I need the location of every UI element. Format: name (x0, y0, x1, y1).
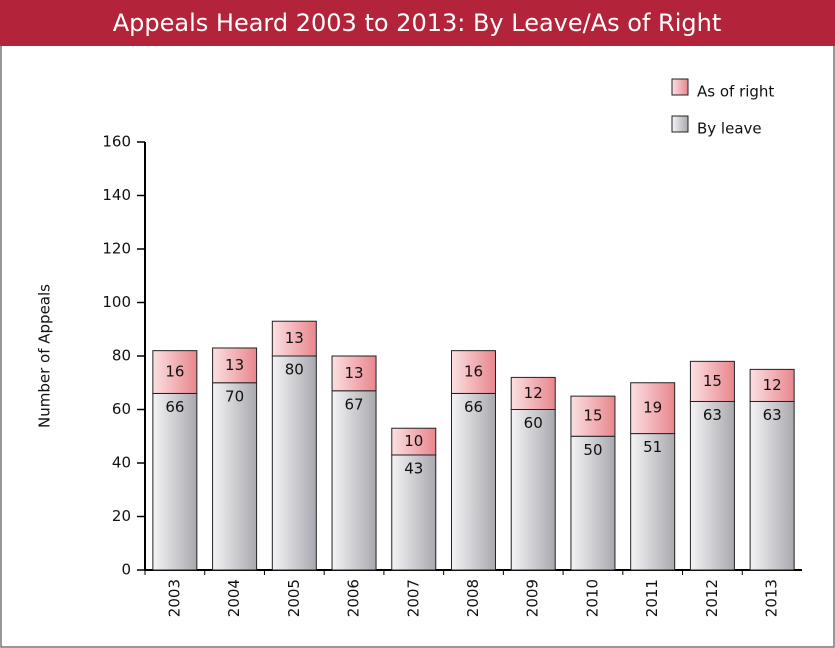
x-tick-label: 2003 (165, 579, 183, 617)
y-tick-label: 20 (112, 507, 131, 525)
bar-segment (391, 427, 437, 456)
bar-segment (212, 382, 258, 571)
x-tick-label: 2005 (285, 579, 303, 617)
value-label: 10 (404, 432, 423, 450)
legend-swatch (671, 78, 689, 96)
y-tick-label: 40 (112, 454, 131, 472)
bar-segment (271, 320, 317, 357)
bar-segment (570, 395, 616, 437)
bar-segment (451, 392, 496, 571)
bar-segment (152, 350, 198, 394)
x-tick-label: 2007 (404, 579, 422, 617)
bar-segment (391, 454, 437, 571)
value-label: 43 (404, 459, 423, 477)
y-tick-label: 0 (121, 561, 131, 579)
y-tick-label: 60 (112, 400, 131, 418)
x-tick-label: 2004 (225, 579, 243, 617)
x-tick-label: 2013 (763, 579, 781, 617)
legend-label: By leave (697, 120, 762, 138)
bar-segment (271, 355, 317, 571)
bar-segment (451, 350, 496, 394)
y-tick-label: 100 (102, 293, 131, 311)
value-label: 12 (524, 384, 543, 402)
bar-segment (749, 400, 795, 571)
bar-segment (331, 390, 377, 571)
value-label: 80 (285, 361, 304, 379)
legend-swatch (671, 115, 689, 133)
value-label: 60 (524, 414, 543, 432)
y-tick-label: 120 (102, 240, 131, 258)
bar-segment (510, 409, 556, 571)
value-label: 70 (225, 387, 244, 405)
value-label: 67 (344, 395, 363, 413)
bar-segment (510, 376, 556, 410)
chart-title: Appeals Heard 2003 to 2013: By Leave/As … (113, 9, 722, 37)
y-axis-label: Number of Appeals (36, 284, 54, 428)
value-label: 50 (583, 441, 602, 459)
bar-segment (570, 435, 616, 571)
x-tick-label: 2009 (524, 579, 542, 617)
bar-segment (630, 382, 676, 435)
y-tick-label: 160 (102, 133, 131, 151)
value-label: 13 (344, 364, 363, 382)
value-label: 15 (583, 407, 602, 425)
value-label: 13 (285, 329, 304, 347)
bar-segment (212, 347, 258, 384)
value-label: 13 (225, 356, 244, 374)
value-label: 16 (464, 363, 483, 381)
y-tick-label: 80 (112, 347, 131, 365)
bar-segment (749, 368, 795, 402)
value-label: 12 (763, 376, 782, 394)
value-label: 51 (643, 438, 662, 456)
y-tick-label: 140 (102, 186, 131, 204)
title-banner (0, 0, 835, 46)
bar-segment (152, 392, 198, 571)
value-label: 19 (643, 399, 662, 417)
x-tick-label: 2010 (583, 579, 601, 617)
value-label: 63 (763, 406, 782, 424)
bar-segment (331, 355, 377, 392)
value-label: 66 (165, 398, 184, 416)
value-label: 15 (703, 372, 722, 390)
x-tick-label: 2006 (345, 579, 363, 617)
legend-label: As of right (697, 83, 774, 101)
value-label: 16 (165, 363, 184, 381)
bar-segment (689, 360, 735, 402)
x-tick-label: 2011 (643, 579, 661, 617)
x-tick-label: 2012 (703, 579, 721, 617)
value-label: 66 (464, 398, 483, 416)
value-label: 63 (703, 406, 722, 424)
x-tick-label: 2008 (464, 579, 482, 617)
bar-segment (689, 400, 735, 571)
